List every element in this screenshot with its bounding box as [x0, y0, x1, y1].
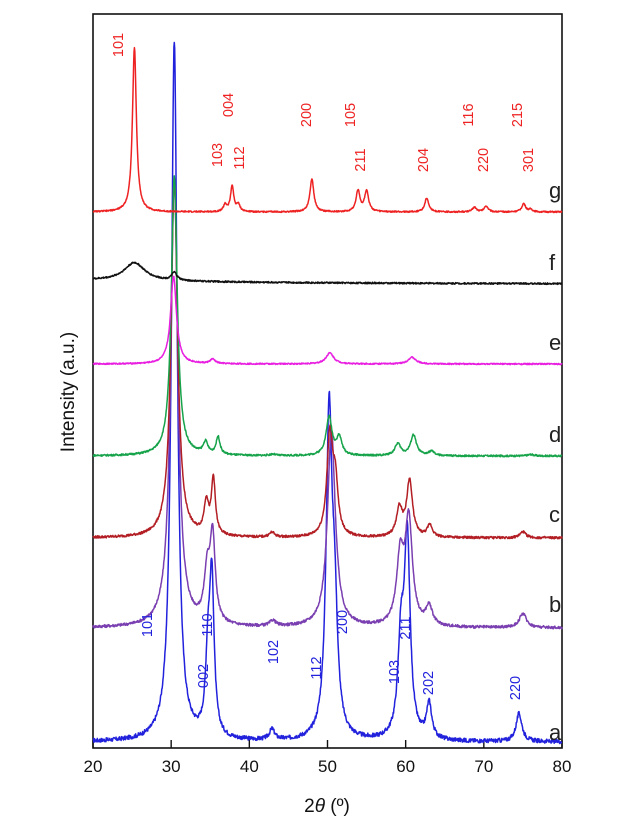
- series-line-e: [92, 275, 563, 366]
- hkl-label-a-002: 002: [196, 664, 212, 688]
- hkl-label-g-215: 215: [510, 103, 526, 127]
- x-tick-label: 30: [162, 757, 181, 776]
- series-line-f: [92, 261, 563, 286]
- peak-labels: a 101 002 110 102 112 200 103 211 202 220 b c d e f g 101…: [111, 33, 562, 745]
- hkl-label-a-202: 202: [421, 671, 437, 695]
- series-label-e: e: [549, 330, 561, 355]
- x-tick-label: 50: [318, 757, 337, 776]
- hkl-label-a-211: 211: [398, 616, 414, 639]
- hkl-label-g-301: 301: [521, 148, 537, 172]
- hkl-label-g-103: 103: [210, 143, 226, 167]
- hkl-label-g-220: 220: [476, 148, 492, 172]
- hkl-label-a-110: 110: [200, 613, 216, 636]
- hkl-label-g-101: 101: [111, 33, 127, 57]
- series-label-g: g: [549, 178, 561, 203]
- series-traces: [92, 41, 563, 745]
- hkl-label-a-102: 102: [266, 640, 282, 664]
- series-line-d: [92, 175, 563, 458]
- x-tick-label: 70: [474, 757, 493, 776]
- plot-frame: [92, 13, 563, 749]
- hkl-label-a-101: 101: [140, 613, 156, 637]
- series-line-b: [92, 178, 563, 630]
- series-label-b: b: [549, 592, 561, 617]
- hkl-label-a-200: 200: [335, 610, 351, 634]
- hkl-label-a-103: 103: [387, 660, 403, 684]
- x-tick-label: 60: [396, 757, 415, 776]
- hkl-label-g-112: 112: [232, 146, 248, 169]
- hkl-label-a-112: 112: [309, 656, 325, 679]
- hkl-label-g-004: 004: [221, 93, 237, 117]
- series-line-a: [92, 41, 563, 745]
- hkl-label-g-105: 105: [343, 103, 359, 127]
- series-label-f: f: [549, 250, 556, 275]
- hkl-label-a-220: 220: [508, 676, 524, 700]
- series-label-d: d: [549, 422, 561, 447]
- y-axis-title: Intensity (a.u.): [58, 332, 79, 452]
- hkl-label-g-116: 116: [461, 103, 477, 126]
- axis-ticks: 20 30 40 50 60 70 80: [84, 740, 572, 776]
- hkl-label-g-204: 204: [416, 148, 432, 172]
- x-tick-label: 20: [84, 757, 103, 776]
- series-label-a: a: [549, 720, 562, 745]
- x-axis-title: 2θ (º): [304, 796, 350, 817]
- hkl-label-g-211: 211: [353, 148, 369, 171]
- series-label-c: c: [549, 502, 560, 527]
- hkl-label-g-200: 200: [299, 103, 315, 127]
- series-line-g: [92, 46, 563, 214]
- x-tick-label: 40: [240, 757, 259, 776]
- x-tick-label: 80: [553, 757, 572, 776]
